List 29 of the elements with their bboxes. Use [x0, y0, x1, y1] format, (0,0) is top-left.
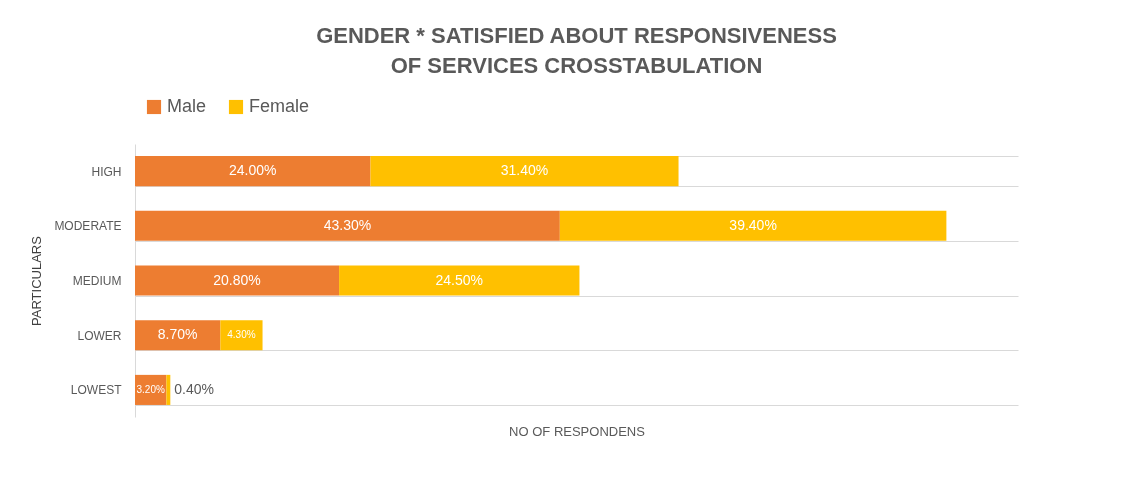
chart-title: GENDER * SATISFIED ABOUT RESPONSIVENESS OF SERVICES CROSSTABULATION	[316, 23, 837, 78]
bar	[370, 156, 679, 187]
bar	[166, 374, 171, 405]
bar	[135, 265, 340, 296]
data-label: 39.40%	[729, 216, 777, 233]
data-label: 43.30%	[323, 216, 372, 233]
y-tick-label: LOWEST	[70, 383, 123, 398]
bar	[220, 320, 263, 351]
data-label: 24.50%	[435, 271, 483, 288]
data-label: 4.30%	[227, 329, 256, 341]
legend-label: Female	[249, 96, 310, 116]
bar	[135, 156, 371, 187]
y-tick-label: LOWER	[77, 328, 122, 343]
data-label: 20.80%	[213, 271, 261, 288]
data-label: 31.40%	[500, 162, 549, 179]
bar	[339, 265, 580, 296]
data-label: 24.00%	[228, 162, 277, 179]
y-tick-label: HIGH	[91, 164, 122, 179]
y-tick-label: MODERATE	[54, 219, 122, 234]
data-label: 0.40%	[174, 380, 215, 397]
y-axis-title: PARTICULARS	[29, 235, 45, 326]
x-axis-title: NO OF RESPONDENS	[509, 423, 646, 439]
bar	[559, 210, 947, 241]
data-label: 8.70%	[157, 326, 198, 343]
bar	[135, 320, 221, 351]
data-label: 3.20%	[136, 383, 165, 395]
bar	[135, 210, 560, 241]
legend-label: Male	[167, 96, 207, 116]
y-tick-label: MEDIUM	[72, 274, 122, 288]
